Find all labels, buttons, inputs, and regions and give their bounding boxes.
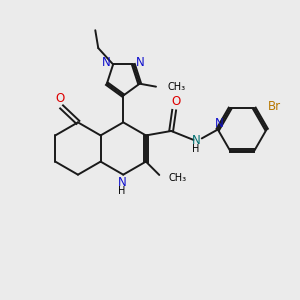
Text: H: H — [192, 144, 200, 154]
Text: N: N — [191, 134, 200, 147]
Text: Br: Br — [268, 100, 281, 112]
Text: CH₃: CH₃ — [169, 173, 187, 183]
Text: N: N — [215, 117, 224, 130]
Text: O: O — [56, 92, 65, 105]
Text: CH₃: CH₃ — [167, 82, 185, 92]
Text: N: N — [136, 56, 144, 69]
Text: O: O — [171, 95, 180, 108]
Text: H: H — [118, 186, 125, 196]
Text: N: N — [102, 56, 111, 69]
Text: N: N — [117, 176, 126, 190]
